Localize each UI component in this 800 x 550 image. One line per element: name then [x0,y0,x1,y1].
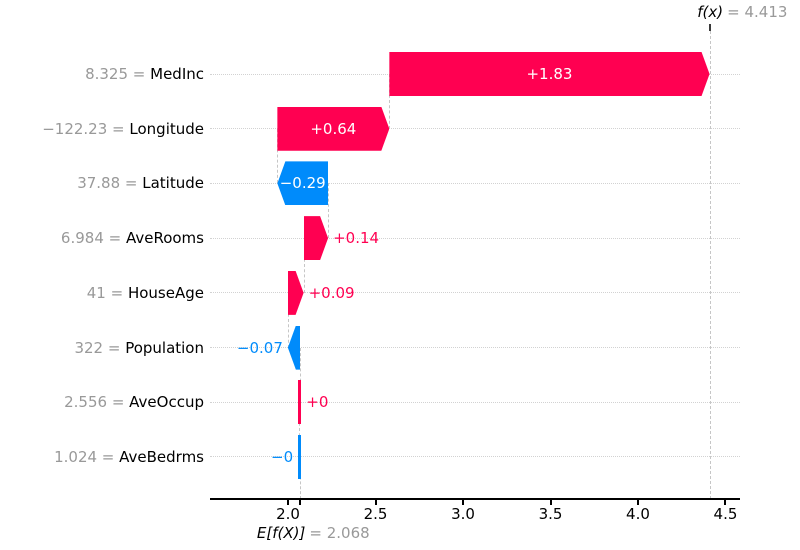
connector-line [303,238,305,293]
feature-value: 2.556 = [64,393,130,412]
bar-medinc [389,52,709,96]
x-axis [210,498,740,500]
feature-name: AveRooms [125,229,204,248]
feature-name: MedInc [150,65,204,83]
bar-aveoccup [298,380,302,425]
x-tick-label: 2.0 [276,505,300,523]
bar-population [287,325,301,370]
connector-line [328,183,330,239]
connector-line [300,347,302,403]
connector-line [287,292,289,348]
feature-value: 8.325 = [85,65,151,83]
fx-dashed-line [710,31,712,499]
connector-line [389,74,391,129]
feature-label: 8.325 = MedInc [0,63,204,85]
fx-value: = 4.413 [727,3,788,21]
x-tick-label: 2.5 [363,505,388,523]
feature-label: 322 = Population [0,337,204,359]
expected-value-label: E[f(X)] [256,524,306,542]
fx-tick [709,24,712,31]
expected-value-number: = 2.068 [309,524,370,542]
gridline [210,456,740,458]
feature-name: HouseAge [127,283,204,302]
feature-label: −122.23 = Longitude [0,118,204,140]
bar-value-label: −0 [271,447,294,466]
feature-name: AveOccup [129,393,204,412]
bar-value-label: +0.09 [308,283,355,302]
bar-longitude [277,107,389,151]
bar-value-label: +0.14 [333,229,380,248]
bar-latitude [277,161,329,206]
connector-line [299,402,301,457]
bar-value-label: −0.07 [236,338,283,357]
feature-name: Latitude [142,174,204,193]
feature-value: 322 = [74,338,126,357]
feature-label: 2.556 = AveOccup [0,391,204,413]
x-tick-label: 4.5 [713,505,738,523]
x-tick-label: 4.0 [626,505,650,523]
feature-value: 1.024 = [54,447,120,466]
x-tick [636,499,639,505]
gridline [210,128,740,130]
fx-annotation: f(x) = 4.413 [697,3,787,21]
x-tick [287,499,290,505]
x-tick [462,499,464,505]
bar-value-label: +0 [306,393,329,412]
expected-value-tick [298,499,301,505]
bar-houseage [288,271,304,315]
x-tick-label: 3.0 [451,505,475,523]
x-tick [549,499,552,505]
feature-label: 6.984 = AveRooms [0,227,204,249]
connector-line [277,128,279,184]
gridline [210,292,740,294]
bar-averooms [304,216,328,260]
feature-label: 1.024 = AveBedrms [0,446,204,468]
x-tick [724,499,727,505]
feature-label: 41 = HouseAge [0,282,204,304]
feature-value: 37.88 = [77,174,143,193]
gridline [210,237,740,239]
x-tick-label: 3.5 [538,505,563,523]
feature-value: 41 = [86,283,128,302]
feature-label: 37.88 = Latitude [0,172,204,194]
feature-value: −122.23 = [42,119,130,138]
gridline [210,182,740,184]
bar-value-label: +0.64 [310,119,357,138]
expected-value-annotation: E[f(X)] = 2.068 [257,524,370,542]
fx-label: f(x) [697,3,724,21]
bar-value-label: −0.29 [279,174,326,193]
bar-value-label: +1.83 [526,65,573,83]
gridline [210,347,740,349]
gridline [210,401,740,403]
feature-value: 6.984 = [60,229,126,248]
bar-avebedrms [298,434,302,479]
feature-name: Longitude [129,119,204,138]
feature-name: AveBedrms [119,447,204,466]
x-tick [374,499,377,505]
feature-name: Population [125,338,204,357]
